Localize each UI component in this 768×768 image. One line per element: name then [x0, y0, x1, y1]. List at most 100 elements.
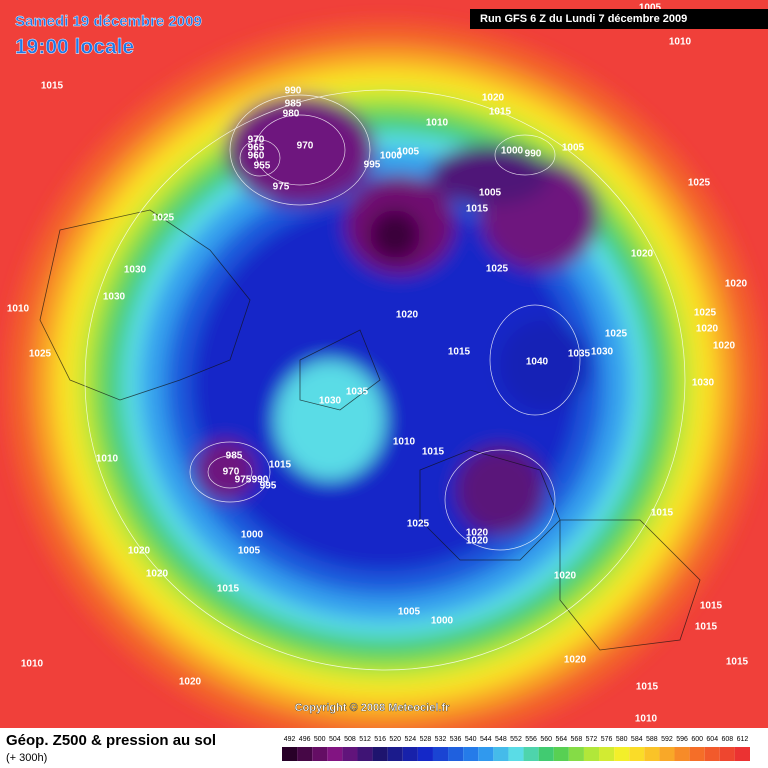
- isobar-label: 985: [285, 99, 302, 110]
- colorbar-cell: [478, 747, 494, 761]
- colorbar-label: 500: [314, 736, 326, 743]
- colorbar-cell: [659, 747, 675, 761]
- isobar-label: 1020: [631, 249, 654, 260]
- isobar-label: 1020: [146, 569, 169, 580]
- isobar-label: 1010: [7, 304, 30, 315]
- colorbar-cell: [553, 747, 569, 761]
- colorbar-label: 564: [555, 736, 567, 743]
- isobar-label: 975: [273, 182, 290, 193]
- isobar-label: 1020: [396, 310, 419, 321]
- isobars: [84, 89, 686, 671]
- colorbar-cell: [614, 747, 630, 761]
- colorbar-cell: [402, 747, 418, 761]
- isobar-label: 1000: [431, 616, 454, 627]
- isobar-label: 1005: [479, 188, 502, 199]
- colorbar-cell: [689, 747, 705, 761]
- colorbar-label: 544: [480, 736, 492, 743]
- isobar-label: 1000: [241, 530, 264, 541]
- colorbar-cell: [417, 747, 433, 761]
- isobar-label: 1015: [448, 347, 471, 358]
- isobar-label: 970: [297, 141, 314, 152]
- coastlines: [39, 209, 701, 651]
- colorbar-label: 556: [525, 736, 537, 743]
- isobar-label: 995: [260, 481, 277, 492]
- isobar-label: 1010: [635, 714, 658, 725]
- colorbar-cell: [568, 747, 584, 761]
- colorbar-cell: [357, 747, 373, 761]
- colorbar-cell: [508, 747, 524, 761]
- footer-title: Géop. Z500 & pression au sol: [6, 732, 216, 749]
- field-blob: [370, 210, 420, 260]
- colorbar-cell: [493, 747, 509, 761]
- field-blob: [500, 320, 590, 410]
- isobar-label: 1020: [696, 324, 719, 335]
- colorbar-label: 552: [510, 736, 522, 743]
- colorbar-label: 492: [284, 736, 296, 743]
- geopotential-field: [7, 22, 763, 748]
- isobar-label: 1005: [562, 143, 585, 154]
- isobar-label: 1020: [466, 528, 489, 539]
- colorbar-label: 604: [706, 736, 718, 743]
- isobar-label: 1020: [482, 93, 505, 104]
- field-blob: [275, 360, 385, 480]
- colorbar-label: 512: [359, 736, 371, 743]
- isobar-label: 1010: [96, 454, 119, 465]
- colorbar-cell: [583, 747, 600, 761]
- isobar-label: 1015: [489, 107, 512, 118]
- colorbar-label: 568: [571, 736, 583, 743]
- colorbar: 492 496 500 504 508 512 516 520 524 528 532 536 540 5…: [282, 736, 750, 761]
- isobar-label: 1010: [21, 659, 44, 670]
- isobar-label: 1020: [179, 677, 202, 688]
- colorbar-label: 600: [691, 736, 703, 743]
- isobar-label: 1010: [393, 437, 416, 448]
- colorbar-label: 536: [450, 736, 462, 743]
- colorbar-label: 592: [661, 736, 673, 743]
- colorbar-cell: [297, 747, 313, 761]
- run-box: [470, 9, 768, 29]
- isobar-label: 1020: [713, 341, 736, 352]
- colorbar-cell: [282, 747, 298, 761]
- isobar-label: 1020: [466, 536, 489, 547]
- isobar-label: 990: [525, 149, 542, 160]
- isobar-label: 1015: [217, 584, 240, 595]
- isobar-label: 970: [248, 135, 265, 146]
- isobar-label: 1015: [651, 508, 674, 519]
- colorbar-cell: [704, 747, 720, 761]
- colorbar-label: 588: [646, 736, 658, 743]
- colorbar-label: 560: [540, 736, 552, 743]
- isobar-label: 990: [252, 475, 269, 486]
- colorbar-label: 532: [435, 736, 447, 743]
- colorbar-label: 572: [586, 736, 598, 743]
- colorbar-label: 520: [389, 736, 401, 743]
- colorbar-cell: [674, 747, 690, 761]
- field-blob: [455, 445, 545, 535]
- colorbar-cell: [327, 747, 343, 761]
- isobar-label: 985: [226, 451, 243, 462]
- copyright: Copyright © 2008 Meteociel.fr: [295, 702, 451, 714]
- isobar-label: 1000: [380, 151, 403, 162]
- isobar-label: 1005: [398, 607, 421, 618]
- colorbar-cell: [387, 747, 403, 761]
- isobar-label: 1030: [103, 292, 126, 303]
- colorbar-label: 612: [737, 736, 749, 743]
- run-info: Run GFS 6 Z du Lundi 7 décembre 2009: [480, 13, 687, 25]
- field-blob: [430, 145, 550, 205]
- colorbar-cell: [448, 747, 464, 761]
- isobar-label: 960: [248, 151, 265, 162]
- colorbar-cell: [523, 747, 539, 761]
- isobar-label: 1025: [694, 308, 717, 319]
- isobar-label: 1005: [397, 147, 420, 158]
- colorbar-cell: [463, 747, 479, 761]
- isobar-label: 1035: [568, 349, 591, 360]
- colorbar-label: 548: [495, 736, 507, 743]
- isobar-label: 995: [364, 160, 381, 171]
- isobar-label: 1030: [124, 265, 147, 276]
- isobar-label: 1025: [29, 349, 52, 360]
- isobar-label: 955: [254, 161, 271, 172]
- isobar-label: 975: [235, 475, 252, 486]
- local-time: 19:00 locale: [15, 36, 134, 59]
- isobar-label: 1005: [238, 546, 261, 557]
- colorbar-label: 540: [465, 736, 477, 743]
- colorbar-label: 576: [601, 736, 613, 743]
